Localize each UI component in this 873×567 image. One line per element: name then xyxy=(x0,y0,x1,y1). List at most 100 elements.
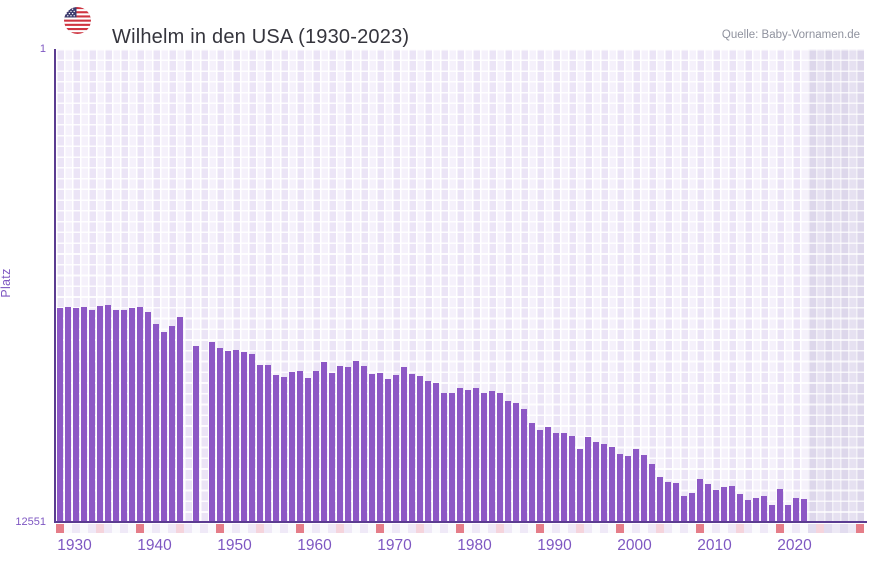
bar-1981[interactable] xyxy=(480,393,488,522)
bar-1988[interactable] xyxy=(536,430,544,522)
bar-1959[interactable] xyxy=(304,378,312,522)
bar-1963[interactable] xyxy=(336,365,344,522)
bar-1976[interactable] xyxy=(440,393,448,522)
bar-1999[interactable] xyxy=(624,456,632,522)
bar-2000[interactable] xyxy=(632,449,640,522)
bar-1974[interactable] xyxy=(424,381,432,522)
bar-1931[interactable] xyxy=(80,307,88,522)
bar-1962[interactable] xyxy=(328,373,336,522)
bar-1928[interactable] xyxy=(56,308,64,522)
bar-2014[interactable] xyxy=(744,500,752,522)
bar-1954[interactable] xyxy=(264,364,272,522)
bar-1980[interactable] xyxy=(472,388,480,522)
bar-1945[interactable] xyxy=(192,346,200,522)
bar-1967[interactable] xyxy=(368,374,376,522)
bar-2005[interactable] xyxy=(672,483,680,522)
bar-1953[interactable] xyxy=(256,364,264,522)
bar-1997[interactable] xyxy=(608,447,616,522)
bar-2019[interactable] xyxy=(784,505,792,522)
bar-1973[interactable] xyxy=(416,376,424,522)
bar-1942[interactable] xyxy=(168,325,176,522)
bar-2020[interactable] xyxy=(792,498,800,522)
bar-1970[interactable] xyxy=(392,375,400,522)
bar-2007[interactable] xyxy=(688,493,696,522)
bar-1998[interactable] xyxy=(616,454,624,522)
bar-1958[interactable] xyxy=(296,371,304,522)
bar-2004[interactable] xyxy=(664,482,672,522)
bar-2012[interactable] xyxy=(728,486,736,522)
bar-1935[interactable] xyxy=(112,310,120,522)
bar-1965[interactable] xyxy=(352,360,360,522)
bar-1989[interactable] xyxy=(544,427,552,522)
bar-2017[interactable] xyxy=(768,505,776,522)
marker-cell-1964 xyxy=(344,524,352,533)
bar-1996[interactable] xyxy=(600,444,608,522)
bar-1949[interactable] xyxy=(224,351,232,522)
bar-1984[interactable] xyxy=(504,401,512,522)
bar-2008[interactable] xyxy=(696,479,704,522)
bar-2013[interactable] xyxy=(736,494,744,522)
bar-1955[interactable] xyxy=(272,375,280,522)
bar-1950[interactable] xyxy=(232,350,240,522)
bar-1941[interactable] xyxy=(160,331,168,522)
bar-1995[interactable] xyxy=(592,442,600,522)
bar-1969[interactable] xyxy=(384,379,392,522)
bar-1964[interactable] xyxy=(344,367,352,522)
bar-1975[interactable] xyxy=(432,383,440,522)
bar-1992[interactable] xyxy=(568,436,576,522)
bar-1948[interactable] xyxy=(216,348,224,522)
bar-2003[interactable] xyxy=(656,477,664,522)
marker-cell-1952 xyxy=(248,524,256,533)
bar-1991[interactable] xyxy=(560,433,568,522)
marker-cell-1943 xyxy=(176,524,184,533)
bar-1979[interactable] xyxy=(464,390,472,522)
marker-cell-1980 xyxy=(472,524,480,533)
marker-cell-1931 xyxy=(80,524,88,533)
bar-2009[interactable] xyxy=(704,484,712,522)
bar-1952[interactable] xyxy=(248,354,256,522)
bar-1966[interactable] xyxy=(360,365,368,522)
bar-1971[interactable] xyxy=(400,367,408,522)
bar-2011[interactable] xyxy=(720,487,728,522)
bar-2018[interactable] xyxy=(776,489,784,522)
bar-1932[interactable] xyxy=(88,310,96,522)
bar-1938[interactable] xyxy=(136,307,144,522)
bar-1983[interactable] xyxy=(496,393,504,522)
bar-1951[interactable] xyxy=(240,351,248,522)
bar-1972[interactable] xyxy=(408,374,416,522)
bar-1943[interactable] xyxy=(176,317,184,522)
bar-1929[interactable] xyxy=(64,307,72,522)
bar-1939[interactable] xyxy=(144,311,152,522)
x-tick-2010: 2010 xyxy=(697,537,732,554)
bar-1933[interactable] xyxy=(96,306,104,522)
bar-1960[interactable] xyxy=(312,371,320,522)
bar-2021[interactable] xyxy=(800,499,808,522)
bar-1947[interactable] xyxy=(208,342,216,522)
bar-1985[interactable] xyxy=(512,403,520,522)
bar-2006[interactable] xyxy=(680,496,688,522)
bar-1937[interactable] xyxy=(128,308,136,522)
bar-1994[interactable] xyxy=(584,437,592,522)
bar-1934[interactable] xyxy=(104,304,112,522)
bar-1936[interactable] xyxy=(120,310,128,522)
bar-2016[interactable] xyxy=(760,496,768,522)
bar-1940[interactable] xyxy=(152,324,160,522)
bar-2002[interactable] xyxy=(648,464,656,522)
bar-1987[interactable] xyxy=(528,423,536,522)
bar-1982[interactable] xyxy=(488,391,496,522)
source-link[interactable]: Quelle: Baby-Vornamen.de xyxy=(721,29,860,41)
marker-cell-1972 xyxy=(408,524,416,533)
bar-1990[interactable] xyxy=(552,433,560,522)
bar-2010[interactable] xyxy=(712,490,720,522)
bar-1977[interactable] xyxy=(448,393,456,522)
bar-1956[interactable] xyxy=(280,377,288,522)
bar-1978[interactable] xyxy=(456,388,464,522)
bar-2001[interactable] xyxy=(640,455,648,522)
bar-1930[interactable] xyxy=(72,308,80,522)
bar-1957[interactable] xyxy=(288,372,296,522)
bar-1961[interactable] xyxy=(320,362,328,522)
bar-2015[interactable] xyxy=(752,498,760,522)
bar-1968[interactable] xyxy=(376,373,384,522)
bar-1993[interactable] xyxy=(576,449,584,522)
bar-1986[interactable] xyxy=(520,409,528,522)
